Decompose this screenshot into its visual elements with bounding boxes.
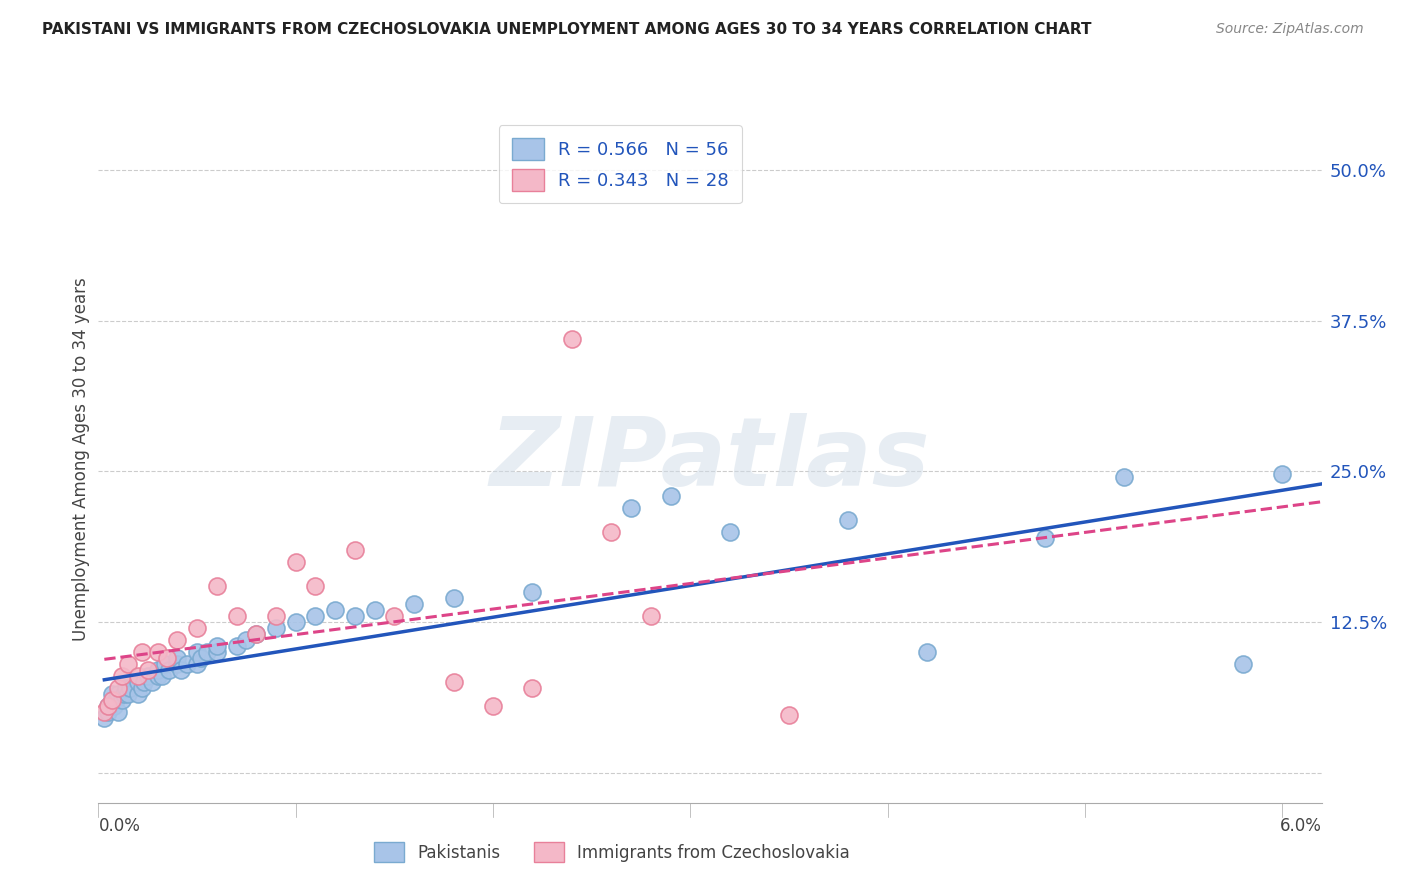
Point: [159, 663, 181, 677]
Point: [443, 591, 465, 605]
Point: [600, 524, 623, 539]
Point: [186, 657, 208, 672]
Point: [343, 542, 366, 557]
Point: [284, 555, 307, 569]
Point: [97, 706, 120, 720]
Point: [93, 711, 115, 725]
Point: [482, 699, 505, 714]
Point: [103, 699, 125, 714]
Point: [136, 663, 159, 677]
Point: [101, 693, 124, 707]
Point: [363, 603, 385, 617]
Point: [127, 687, 149, 701]
Point: [186, 645, 208, 659]
Point: [264, 621, 287, 635]
Point: [117, 657, 139, 672]
Point: [166, 657, 188, 672]
Point: [115, 681, 138, 696]
Point: [97, 699, 120, 714]
Point: [112, 687, 135, 701]
Point: [131, 681, 153, 696]
Point: [404, 597, 426, 611]
Point: [170, 663, 193, 677]
Point: [225, 639, 247, 653]
Point: [304, 609, 326, 624]
Point: [93, 706, 115, 720]
Point: [97, 699, 120, 714]
Text: 6.0%: 6.0%: [1279, 817, 1322, 835]
Point: [107, 681, 129, 696]
Point: [245, 627, 267, 641]
Point: [166, 651, 188, 665]
Point: [659, 489, 682, 503]
Point: [111, 669, 134, 683]
Point: [522, 681, 544, 696]
Point: [561, 332, 583, 346]
Point: [382, 609, 405, 624]
Point: [141, 675, 163, 690]
Point: [245, 627, 267, 641]
Point: [127, 669, 149, 683]
Point: [837, 513, 859, 527]
Point: [176, 657, 198, 672]
Point: [190, 651, 212, 665]
Text: Source: ZipAtlas.com: Source: ZipAtlas.com: [1216, 22, 1364, 37]
Point: [166, 633, 188, 648]
Point: [105, 693, 128, 707]
Point: [640, 609, 662, 624]
Point: [195, 645, 218, 659]
Point: [155, 657, 177, 672]
Point: [323, 603, 346, 617]
Point: [225, 609, 247, 624]
Text: ZIPatlas: ZIPatlas: [489, 413, 931, 506]
Point: [1271, 467, 1294, 481]
Point: [284, 615, 307, 629]
Point: [131, 645, 153, 659]
Point: [304, 579, 326, 593]
Point: [205, 579, 228, 593]
Point: [117, 687, 139, 701]
Point: [915, 645, 938, 659]
Point: [778, 707, 800, 722]
Point: [343, 609, 366, 624]
Point: [264, 609, 287, 624]
Point: [127, 675, 149, 690]
Point: [111, 693, 134, 707]
Point: [107, 687, 129, 701]
Point: [235, 633, 257, 648]
Point: [1035, 531, 1057, 545]
Point: [101, 693, 124, 707]
Point: [205, 639, 228, 653]
Point: [136, 669, 159, 683]
Point: [1114, 470, 1136, 484]
Point: [718, 524, 741, 539]
Point: [107, 706, 129, 720]
Point: [146, 645, 169, 659]
Point: [620, 500, 643, 515]
Point: [1232, 657, 1254, 672]
Y-axis label: Unemployment Among Ages 30 to 34 years: Unemployment Among Ages 30 to 34 years: [72, 277, 90, 641]
Text: PAKISTANI VS IMMIGRANTS FROM CZECHOSLOVAKIA UNEMPLOYMENT AMONG AGES 30 TO 34 YEA: PAKISTANI VS IMMIGRANTS FROM CZECHOSLOVA…: [42, 22, 1091, 37]
Point: [205, 645, 228, 659]
Point: [156, 651, 179, 665]
Point: [186, 621, 208, 635]
Point: [101, 687, 124, 701]
Point: [522, 585, 544, 599]
Text: 0.0%: 0.0%: [98, 817, 141, 835]
Point: [150, 669, 173, 683]
Point: [146, 663, 169, 677]
Point: [118, 681, 141, 696]
Point: [146, 669, 169, 683]
Legend: Pakistanis, Immigrants from Czechoslovakia: Pakistanis, Immigrants from Czechoslovak…: [366, 834, 859, 870]
Point: [443, 675, 465, 690]
Point: [132, 675, 155, 690]
